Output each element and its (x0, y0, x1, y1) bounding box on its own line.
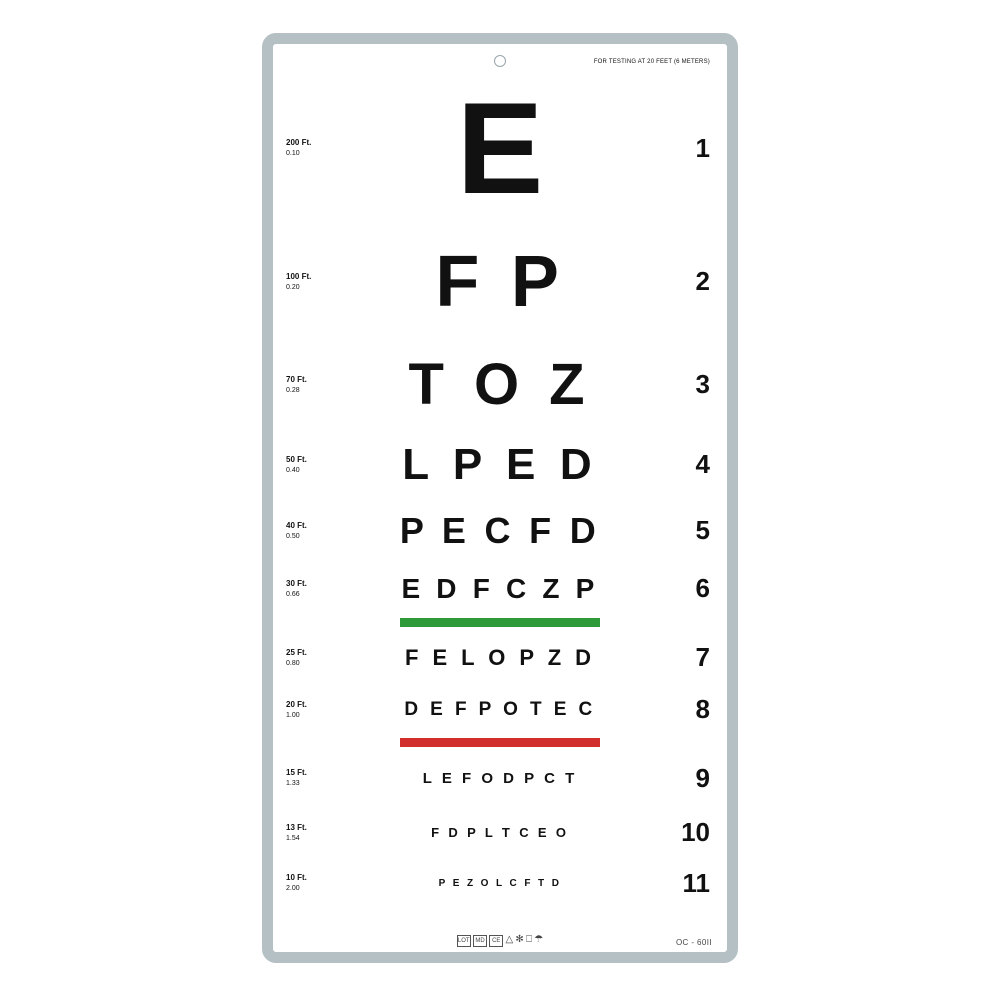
optotype-letters: E D F C Z P (401, 573, 598, 605)
optotype-letters: F D P L T C E O (431, 825, 569, 840)
row-left-labels: 100 Ft. 0.20 (286, 273, 346, 291)
line-number: 11 (683, 868, 711, 899)
line-number: 9 (696, 763, 710, 794)
chart-row-1: 200 Ft. 0.10 E 1 (262, 70, 738, 226)
distance-ft: 100 Ft. (286, 273, 346, 282)
stage: FOR TESTING AT 20 FEET (6 METERS) 200 Ft… (0, 0, 1000, 1000)
chart-row-3: 70 Ft. 0.28 T O Z 3 (262, 350, 738, 420)
compliance-symbol: CE (489, 935, 503, 947)
distance-ft: 15 Ft. (286, 769, 346, 778)
divider-bar (400, 618, 600, 627)
model-number: OC - 60II (676, 938, 712, 947)
line-number: 10 (681, 817, 710, 848)
line-number: 8 (696, 694, 710, 725)
optotype-letters: P E C F D (400, 510, 600, 552)
chart-row-11: 10 Ft.2.00P E Z O L C F T D11 (262, 877, 738, 889)
line-number: 4 (696, 449, 710, 480)
line-number: 5 (696, 515, 710, 546)
row-left-labels: 70 Ft. 0.28 (286, 376, 346, 394)
line-number: 6 (696, 573, 710, 604)
optotype-letters: L E F O D P C T (423, 770, 577, 787)
line-number: 1 (696, 133, 710, 164)
decimal-acuity: 0.28 (286, 387, 346, 395)
divider-bar (400, 738, 600, 747)
optotype-letters: L P E D (402, 440, 598, 490)
line-number: 7 (696, 642, 710, 673)
compliance-symbol: ☂ (534, 935, 543, 945)
chart-row-2: 100 Ft. 0.20 F P 2 (262, 239, 738, 325)
distance-ft: 50 Ft. (286, 456, 346, 465)
line-number: 2 (696, 266, 710, 297)
decimal-acuity: 1.33 (286, 780, 346, 788)
distance-ft: 200 Ft. (286, 139, 346, 148)
optotype-letters: T O Z (408, 351, 591, 418)
decimal-acuity: 0.50 (286, 533, 346, 541)
decimal-acuity: 2.00 (286, 885, 346, 893)
chart-row-6: 30 Ft. 0.66 E D F C Z P 6 (262, 572, 738, 606)
compliance-symbol: LOT (457, 935, 471, 947)
optotype-letters: E (457, 73, 544, 223)
distance-ft: 20 Ft. (286, 701, 346, 710)
optotype-letters: F E L O P Z D (405, 645, 595, 671)
row-left-labels: 200 Ft. 0.10 (286, 139, 346, 157)
row-left-labels: 13 Ft. 1.54 (286, 824, 346, 842)
row-left-labels: 20 Ft. 1.00 (286, 701, 346, 719)
row-left-labels: 30 Ft. 0.66 (286, 580, 346, 598)
chart-row-7: 25 Ft. 0.80 F E L O P Z D 7 (262, 645, 738, 671)
decimal-acuity: 1.54 (286, 835, 346, 843)
eye-chart-card: FOR TESTING AT 20 FEET (6 METERS) 200 Ft… (262, 33, 738, 963)
decimal-acuity: 0.66 (286, 591, 346, 599)
compliance-symbol: MD (473, 935, 487, 947)
optotype-letters: P E Z O L C F T D (439, 878, 562, 889)
decimal-acuity: 0.80 (286, 660, 346, 668)
testing-distance-note: FOR TESTING AT 20 FEET (6 METERS) (594, 59, 710, 65)
compliance-symbol: ✻ (515, 935, 523, 945)
distance-ft: 70 Ft. (286, 376, 346, 385)
decimal-acuity: 1.00 (286, 712, 346, 720)
chart-row-10: 13 Ft.1.54F D P L T C E O10 (262, 825, 738, 841)
footer-symbols: LOT MD CE △ ✻ ⎕ ☂ (457, 935, 543, 947)
hang-hole-icon (494, 55, 506, 67)
footer: LOT MD CE △ ✻ ⎕ ☂ OC - 60II (262, 935, 738, 947)
distance-ft: 40 Ft. (286, 522, 346, 531)
optotype-letters: D E F P O T E C (404, 699, 595, 721)
compliance-symbol: ⎕ (526, 935, 532, 945)
distance-ft: 25 Ft. (286, 649, 346, 658)
distance-ft: 30 Ft. (286, 580, 346, 589)
line-number: 3 (696, 369, 710, 400)
compliance-symbol: △ (505, 935, 513, 945)
row-left-labels: 40 Ft. 0.50 (286, 522, 346, 540)
row-left-labels: 50 Ft. 0.40 (286, 456, 346, 474)
distance-ft: 13 Ft. (286, 824, 346, 833)
chart-row-8: 20 Ft.1.00D E F P O T E C8 (262, 699, 738, 722)
row-left-labels: 25 Ft. 0.80 (286, 649, 346, 667)
distance-ft: 10 Ft. (286, 874, 346, 883)
row-left-labels: 10 Ft. 2.00 (286, 874, 346, 892)
row-left-labels: 15 Ft. 1.33 (286, 769, 346, 787)
chart-row-5: 40 Ft. 0.50 P E C F D 5 (262, 509, 738, 552)
decimal-acuity: 0.20 (286, 284, 346, 292)
chart-row-9: 15 Ft.1.33L E F O D P C T9 (262, 769, 738, 787)
optotype-letters: F P (435, 241, 564, 323)
chart-row-4: 50 Ft. 0.40 L P E D 4 (262, 439, 738, 492)
decimal-acuity: 0.10 (286, 150, 346, 158)
decimal-acuity: 0.40 (286, 467, 346, 475)
